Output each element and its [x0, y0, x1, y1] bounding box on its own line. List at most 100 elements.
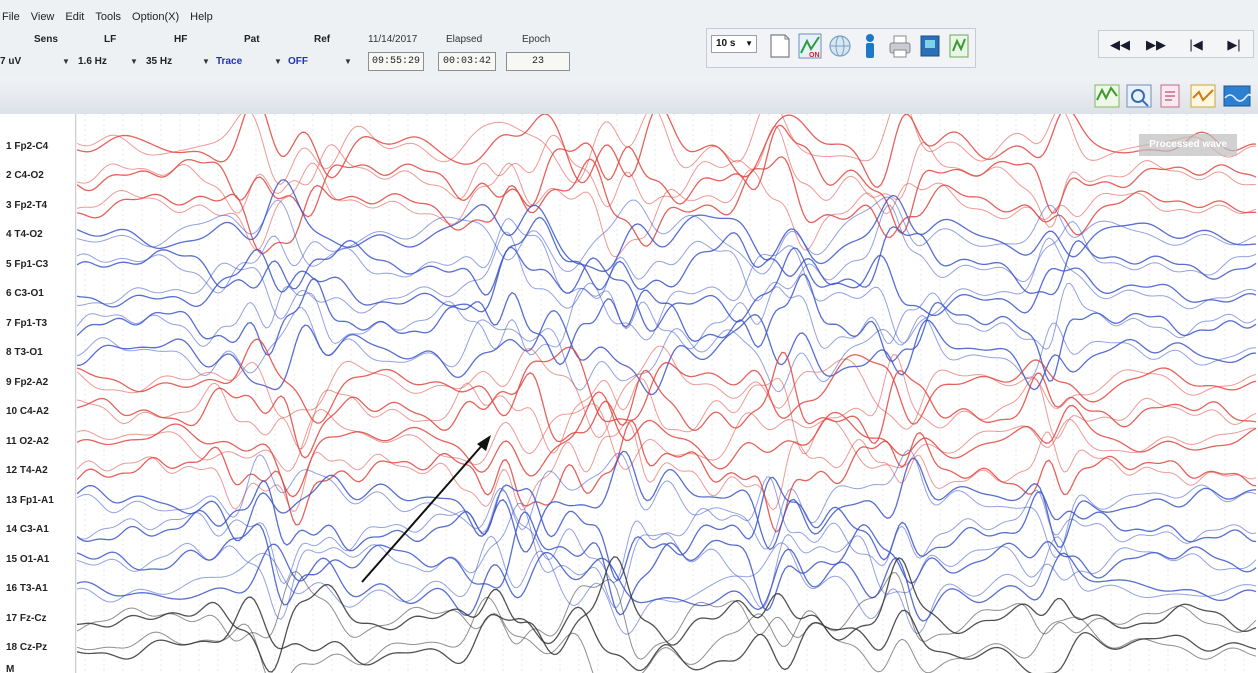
eeg-trace-channel-5	[77, 204, 1257, 302]
toolbar-band	[0, 78, 1258, 114]
eeg-trace-channel-16	[77, 535, 1257, 635]
settings-strip: Sens 7 uV ▼ LF 1.6 Hz ▼ HF 35 Hz ▼ Pat T…	[0, 28, 700, 76]
pat-select[interactable]: Trace	[216, 56, 243, 67]
processed-wave-badge: Processed wave	[1139, 134, 1237, 156]
hf-select[interactable]: 35 Hz	[146, 56, 173, 67]
trace-group	[77, 114, 1257, 673]
wave-tool-5-icon[interactable]	[1222, 82, 1252, 110]
channel-label-5[interactable]: 5 Fp1-C3	[6, 259, 49, 270]
navigation-controls: ◀◀ ▶▶ |◀ ▶|	[1098, 30, 1254, 58]
epoch-field[interactable]: 23	[506, 52, 570, 71]
channel-label-13[interactable]: 13 Fp1-A1	[6, 495, 54, 506]
eeg-trace-channel-2	[77, 124, 1257, 235]
eeg-trace-channel-10	[77, 351, 1257, 459]
lf-select[interactable]: 1.6 Hz	[78, 56, 107, 67]
channel-label-1[interactable]: 1 Fp2-C4	[6, 141, 49, 152]
eeg-trace-channel-13	[77, 450, 1257, 553]
eeg-trace-channel-18	[77, 596, 1257, 673]
eeg-trace-channel-5	[77, 216, 1257, 296]
channel-label-10[interactable]: 10 C4-A2	[6, 406, 49, 417]
eeg-trace-channel-2	[77, 125, 1257, 228]
eeg-trace-channel-9	[77, 345, 1257, 439]
eeg-trace-channel-1	[77, 114, 1257, 188]
eeg-trace-channel-4	[77, 196, 1257, 275]
speed-dropdown-icon[interactable]: ▼	[745, 39, 753, 48]
speed-value: 10 s	[716, 38, 736, 49]
speed-select[interactable]: 10 s ▼	[711, 35, 757, 53]
printer-icon[interactable]	[887, 31, 913, 61]
eeg-trace-channel-9	[77, 338, 1257, 425]
menu-option[interactable]: Option(X)	[132, 11, 180, 23]
channel-label-16[interactable]: 16 T3-A1	[6, 583, 48, 594]
channel-label-2[interactable]: 2 C4-O2	[6, 170, 44, 181]
sens-label: Sens	[34, 34, 58, 45]
eeg-trace-area[interactable]: Processed wave	[77, 114, 1258, 673]
eeg-traces	[77, 114, 1257, 673]
menu-view[interactable]: View	[30, 11, 55, 23]
go-last-button[interactable]: ▶|	[1227, 37, 1241, 52]
ref-label: Ref	[314, 34, 331, 45]
lf-dropdown-icon[interactable]: ▼	[130, 57, 138, 66]
eeg-trace-channel-6	[77, 246, 1257, 332]
eeg-trace-channel-7	[77, 282, 1257, 356]
sens-select[interactable]: 7 uV	[0, 56, 22, 67]
go-first-button[interactable]: |◀	[1189, 37, 1203, 52]
wave-tool-1-icon[interactable]	[1092, 82, 1122, 110]
wave-tool-4-icon[interactable]	[1188, 82, 1218, 110]
channel-label-11[interactable]: 11 O2-A2	[6, 436, 49, 447]
eeg-trace-channel-3	[77, 162, 1257, 258]
globe-icon[interactable]	[827, 31, 853, 61]
person-icon[interactable]	[857, 31, 883, 61]
pat-dropdown-icon[interactable]: ▼	[274, 57, 282, 66]
eeg-trace-channel-15	[77, 511, 1257, 616]
channel-label-marker[interactable]: M	[6, 664, 15, 673]
ref-select[interactable]: OFF	[288, 56, 308, 67]
menu-tools[interactable]: Tools	[95, 11, 122, 23]
channel-label-8[interactable]: 8 T3-O1	[6, 347, 43, 358]
menu-edit[interactable]: Edit	[65, 11, 85, 23]
eeg-trace-channel-3	[77, 156, 1257, 255]
hf-dropdown-icon[interactable]: ▼	[202, 57, 210, 66]
fast-forward-button[interactable]: ▶▶	[1146, 37, 1166, 52]
eeg-trace-channel-14	[77, 476, 1257, 585]
eeg-trace-channel-12	[77, 419, 1257, 533]
time-display: 09:55:29	[368, 52, 424, 71]
eeg-trace-channel-10	[77, 354, 1257, 455]
channel-label-12[interactable]: 12 T4-A2	[6, 465, 48, 476]
channel-label-17[interactable]: 17 Fz-Cz	[6, 613, 47, 624]
menu-file[interactable]: File	[2, 11, 20, 23]
wave-tool-3-icon[interactable]	[1156, 82, 1186, 110]
channel-label-18[interactable]: 18 Cz-Pz	[6, 642, 48, 653]
secondary-toolbar	[1088, 80, 1256, 112]
wave-tool-2-icon[interactable]	[1124, 82, 1154, 110]
montage-on-badge: ON	[809, 52, 820, 59]
ref-dropdown-icon[interactable]: ▼	[344, 57, 352, 66]
channel-label-15[interactable]: 15 O1-A1	[6, 554, 50, 565]
blank-page-icon[interactable]	[767, 31, 793, 61]
eeg-trace-channel-11	[77, 391, 1257, 498]
eeg-trace-channel-8	[77, 309, 1257, 396]
montage-on-icon[interactable]: ON	[797, 31, 823, 61]
channel-label-7[interactable]: 7 Fp1-T3	[6, 318, 48, 329]
channel-label-4[interactable]: 4 T4-O2	[6, 229, 43, 240]
eeg-trace-channel-7	[77, 273, 1257, 382]
eeg-trace-channel-15	[77, 502, 1257, 620]
hf-label: HF	[174, 34, 188, 45]
wave-export-icon[interactable]	[947, 31, 973, 61]
epoch-label: Epoch	[522, 34, 551, 45]
eeg-trace-channel-4	[77, 179, 1257, 272]
sens-dropdown-icon[interactable]: ▼	[62, 57, 70, 66]
book-icon[interactable]	[917, 31, 943, 61]
eeg-trace-channel-12	[77, 422, 1257, 513]
channel-list: 1 Fp2-C4 2 C4-O2 3 Fp2-T4 4 T4-O2 5 Fp1-…	[0, 114, 76, 673]
channel-label-6[interactable]: 6 C3-O1	[6, 288, 44, 299]
eeg-trace-channel-8	[77, 307, 1256, 393]
lf-label: LF	[104, 34, 117, 45]
menu-help[interactable]: Help	[190, 11, 213, 23]
channel-label-9[interactable]: 9 Fp2-A2	[6, 377, 49, 388]
channel-label-3[interactable]: 3 Fp2-T4	[6, 200, 48, 211]
channel-label-14[interactable]: 14 C3-A1	[6, 524, 49, 535]
eeg-trace-channel-16	[77, 543, 1257, 622]
rewind-button[interactable]: ◀◀	[1110, 37, 1130, 52]
main-toolbar: 10 s ▼ ON	[706, 28, 976, 68]
